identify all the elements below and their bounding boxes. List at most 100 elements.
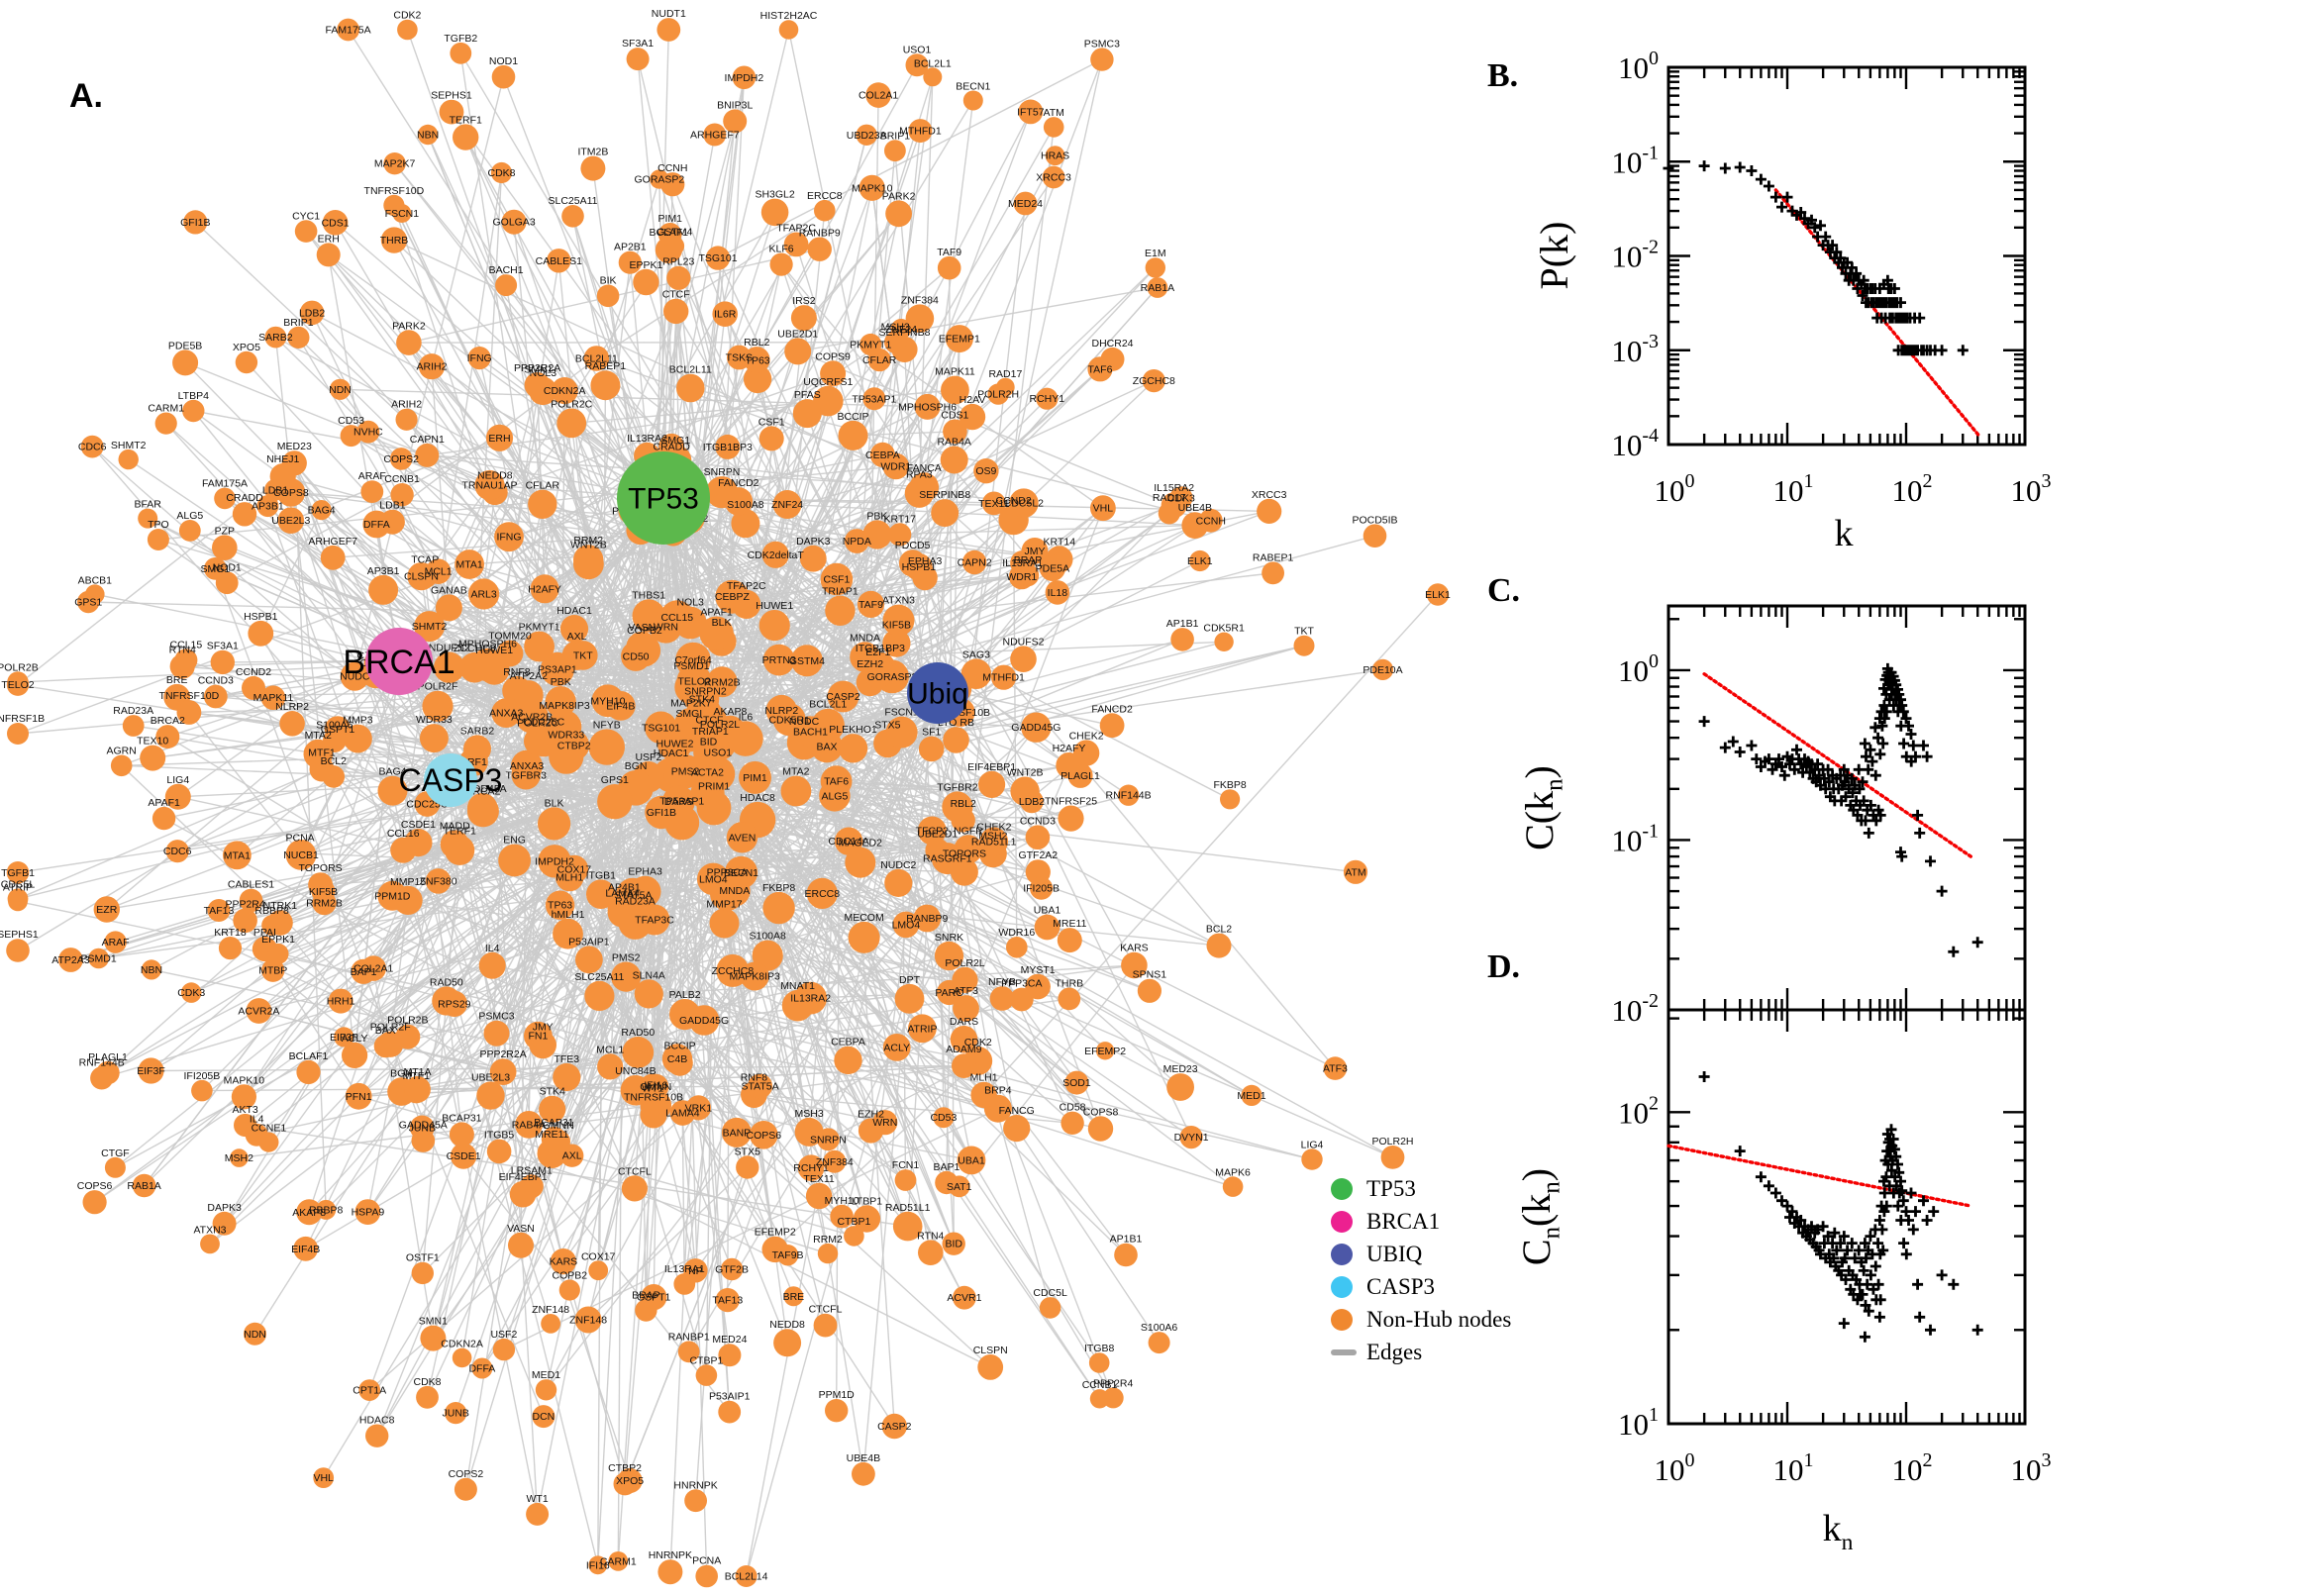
y-axis-label: C(kn)	[1517, 765, 1568, 850]
axis-box	[1666, 604, 2027, 1012]
legend-label: BRCA1	[1366, 1208, 1441, 1234]
panel-label-b: B.	[1487, 57, 1519, 94]
legend-label: Edges	[1366, 1339, 1423, 1364]
network-edge	[684, 266, 1157, 772]
network-node	[825, 595, 856, 626]
network-node	[545, 890, 575, 920]
ytick-label: 10-2	[1611, 990, 1659, 1028]
network-edge	[810, 692, 939, 999]
network-node	[622, 1037, 655, 1068]
network-edge	[398, 249, 669, 662]
fit-line	[1702, 672, 1972, 858]
network-node	[645, 711, 677, 745]
network-edge	[184, 361, 490, 486]
ytick-label: 101	[1618, 1404, 1659, 1442]
ytick-label: 10-3	[1611, 331, 1659, 368]
network-edge	[877, 524, 1196, 673]
network-node	[597, 784, 633, 820]
x-axis-label: kn	[1823, 1508, 1854, 1555]
network-edge	[427, 134, 711, 753]
network-node	[513, 680, 544, 710]
network-edge	[707, 645, 1305, 795]
network-node	[524, 631, 555, 662]
axis-ticks	[1666, 606, 2027, 1012]
network-edge	[662, 497, 975, 563]
ytick-label: 100	[1618, 48, 1659, 85]
network-edge	[871, 187, 939, 694]
network-node	[913, 904, 942, 933]
network-edge	[797, 286, 1159, 352]
network-edge	[569, 876, 1220, 947]
network-node	[917, 816, 947, 846]
fit-line	[1666, 1144, 1972, 1208]
network-edge	[703, 1019, 1234, 1188]
ytick-label: 10-4	[1611, 425, 1659, 462]
network-node	[820, 562, 854, 596]
network-node	[706, 666, 738, 698]
network-node	[645, 795, 678, 830]
network-edge	[662, 77, 746, 499]
network-node	[739, 760, 771, 794]
panel-label-c: C.	[1487, 572, 1521, 609]
network-edge	[694, 1059, 850, 1271]
network-edge	[778, 210, 826, 660]
network-edge	[862, 459, 956, 1474]
network-edge	[450, 500, 740, 781]
network-node	[553, 918, 583, 949]
network-node	[673, 606, 707, 640]
network-edge	[374, 673, 599, 1565]
network-edge	[676, 1058, 697, 1271]
xtick-label: 102	[1892, 470, 1933, 508]
network-edge	[741, 871, 1393, 1158]
network-node	[626, 631, 658, 663]
network-edge	[717, 58, 1103, 259]
network-edge	[450, 779, 611, 1067]
network-edge	[224, 497, 400, 662]
network-edge	[451, 111, 903, 734]
protein-network-panel: PMS2HDAC1ACTA2DARSUSO1BIDSMGITRIAP1TP53A…	[0, 8, 1451, 1588]
chart-panel-c: 100 10-1 10-2 C(kn)	[1517, 604, 2027, 1028]
network-node	[834, 1046, 862, 1075]
network-edge	[272, 497, 664, 971]
network-node	[511, 760, 541, 790]
network-edge	[194, 221, 899, 884]
network-edge	[568, 771, 686, 1291]
network-edge	[94, 671, 879, 1203]
ytick-label: 102	[1618, 1092, 1659, 1130]
network-node	[586, 879, 616, 909]
axis-ticks	[1666, 65, 2027, 447]
network-edge	[900, 732, 907, 1181]
network-edge	[275, 336, 939, 694]
network-edge	[1016, 1128, 1161, 1344]
network-edge	[876, 524, 1195, 536]
network-node	[568, 641, 598, 670]
legend-item-casp3: CASP3	[1331, 1270, 1559, 1303]
axis-box	[1666, 65, 2027, 447]
network-edge	[17, 770, 686, 873]
network-node	[728, 721, 763, 756]
network-node	[827, 680, 859, 713]
network-node	[559, 615, 589, 644]
xtick-label: 101	[1773, 1449, 1814, 1487]
ytick-label: 10-1	[1611, 142, 1659, 179]
network-node	[715, 579, 750, 614]
network-edge	[623, 497, 664, 909]
network-edge	[366, 779, 452, 1213]
network-edge	[634, 1187, 991, 1368]
network-edge	[869, 344, 1104, 509]
panel-label-d: D.	[1487, 948, 1521, 985]
network-node	[634, 979, 663, 1009]
network-edge	[859, 692, 939, 863]
network-edge	[662, 213, 900, 499]
ytick-label: 10-1	[1611, 820, 1659, 857]
network-edge	[464, 137, 664, 499]
network-node	[466, 795, 499, 828]
network-node	[575, 946, 603, 974]
network-edge	[121, 764, 637, 789]
network-edge	[94, 770, 686, 1203]
ubiq-hub-swatch-icon	[1331, 1243, 1353, 1265]
network-edge	[323, 660, 400, 904]
network-edge	[368, 871, 965, 1391]
network-edge	[450, 779, 1026, 792]
